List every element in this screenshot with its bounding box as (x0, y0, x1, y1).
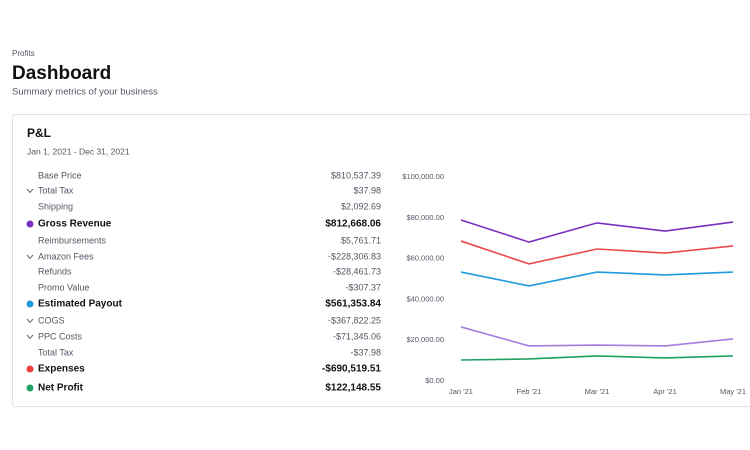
chevron[interactable] (26, 318, 34, 324)
line-series (460, 355, 734, 361)
x-tick-label: Apr '21 (653, 387, 677, 396)
line-series (460, 326, 734, 347)
row-value: $5,761.71 (341, 235, 381, 245)
chevron[interactable] (26, 254, 34, 260)
y-tick-label: $40,000.00 (406, 294, 444, 303)
x-tick-label: May '21 (720, 387, 746, 396)
y-tick-label: $100,000.00 (402, 172, 444, 181)
y-tick-label: $80,000.00 (406, 213, 444, 222)
y-tick-label: $20,000.00 (406, 335, 444, 344)
row-value: -$228,306.83 (328, 251, 381, 261)
chevron[interactable] (26, 334, 34, 340)
x-tick-label: Mar '21 (585, 387, 610, 396)
card (12, 114, 750, 407)
line-series (460, 240, 734, 265)
page-subtitle: Summary metrics of your business (12, 87, 158, 98)
row-value: $810,537.39 (331, 170, 381, 180)
line-series (460, 219, 734, 243)
row-value: $122,148.55 (325, 383, 381, 394)
breadcrumb[interactable]: Profits (12, 49, 35, 58)
row-value: -$690,519.51 (322, 364, 381, 375)
row-label: Expenses (38, 364, 85, 375)
row-value: $561,353.84 (325, 299, 381, 310)
dot (26, 365, 34, 373)
row-label: Estimated Payout (38, 299, 123, 310)
row-label: Shipping (38, 201, 73, 211)
row-label: PPC Costs (38, 331, 83, 341)
row-value: -$307.37 (345, 282, 381, 292)
row-value: -$37.98 (350, 347, 381, 357)
row-label: Total Tax (38, 185, 74, 195)
row-label: Net Profit (38, 383, 84, 394)
row-value: $812,668.06 (325, 219, 381, 230)
row-label: Amazon Fees (38, 251, 94, 261)
row-label: Refunds (38, 266, 72, 276)
row-value: -$367,822.25 (328, 315, 381, 325)
row-label: COGS (38, 315, 65, 325)
chevron[interactable] (26, 188, 34, 194)
row-label: Base Price (38, 170, 82, 180)
page-title: Dashboard (12, 63, 111, 84)
x-tick-label: Feb '21 (517, 387, 542, 396)
x-tick-label: Jan '21 (449, 387, 473, 396)
row-label: Total Tax (38, 347, 74, 357)
y-tick-label: $60,000.00 (406, 254, 444, 263)
row-value: -$71,345.06 (333, 331, 381, 341)
row-label: Gross Revenue (38, 219, 112, 230)
date-range[interactable]: Jan 1, 2021 - Dec 31, 2021 (27, 146, 130, 156)
dot (26, 300, 34, 308)
row-value: -$28,461.73 (333, 266, 381, 276)
line-series (460, 271, 734, 287)
row-label: Promo Value (38, 282, 89, 292)
row-label: Reimbursements (38, 235, 107, 245)
row-value: $37.98 (353, 185, 381, 195)
dot (26, 384, 34, 392)
y-tick-label: $0.00 (425, 376, 444, 385)
card-title: P&L (27, 126, 51, 140)
dot (26, 220, 34, 228)
row-value: $2,092.69 (341, 201, 381, 211)
